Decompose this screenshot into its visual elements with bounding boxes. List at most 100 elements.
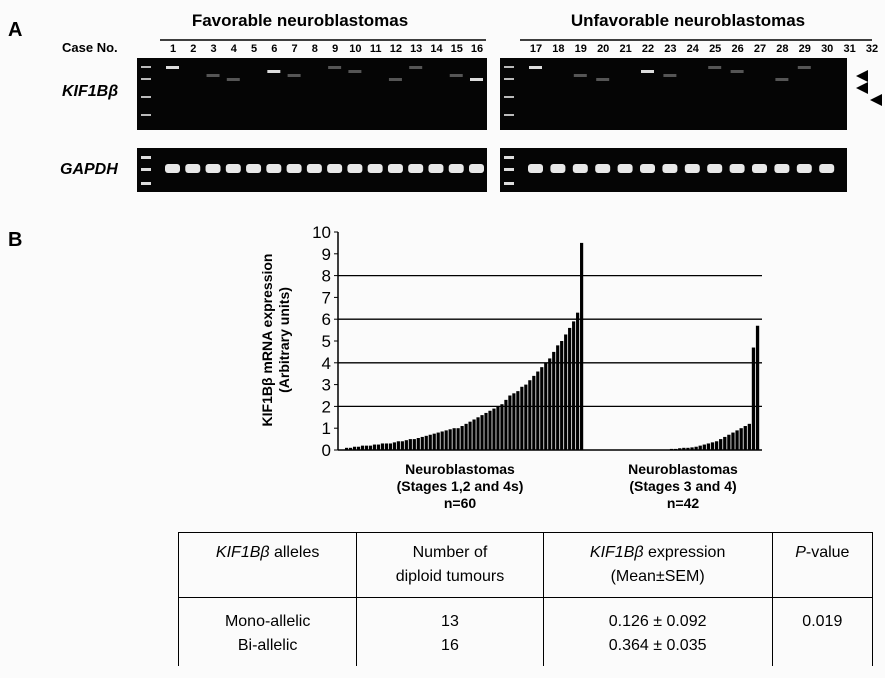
group-header: Favorable neuroblastomas [192, 11, 408, 30]
header-text: (Mean±SEM) [611, 568, 705, 585]
bar [707, 443, 710, 450]
bar [461, 426, 464, 450]
header-text: expression [644, 544, 726, 561]
bar [405, 440, 408, 450]
bar [576, 313, 579, 450]
bar [699, 446, 702, 450]
gapdh-band [752, 164, 767, 173]
ladder-band [504, 156, 514, 159]
y-tick-label: 0 [322, 441, 331, 460]
bar [381, 443, 384, 450]
bar [433, 434, 436, 450]
case-number: 19 [575, 43, 587, 55]
bar [735, 430, 738, 450]
group-header: Unfavorable neuroblastomas [571, 11, 805, 30]
bar [492, 409, 495, 450]
ladder-band [504, 168, 514, 171]
ladder-band [504, 78, 514, 80]
y-tick-label: 2 [322, 397, 331, 416]
arrowhead [856, 82, 868, 94]
kif1b-band [529, 66, 542, 69]
y-tick-label: 5 [322, 332, 331, 351]
gapdh-band [347, 164, 362, 173]
ladder-band [141, 96, 151, 98]
bar [548, 358, 551, 450]
gapdh-band [226, 164, 241, 173]
kif1b-band [775, 78, 788, 81]
case-number: 8 [312, 43, 318, 55]
bar [504, 400, 507, 450]
y-axis-label: KIF1Bβ mRNA expression(Arbitrary units) [259, 254, 292, 427]
bar [413, 439, 416, 450]
bar [703, 445, 706, 450]
gapdh-band [307, 164, 322, 173]
case-number: 25 [709, 43, 721, 55]
bar [361, 446, 364, 450]
bar [409, 439, 412, 450]
bar [532, 376, 535, 450]
case-number: 18 [552, 43, 564, 55]
case-number: 11 [370, 43, 382, 55]
case-number: 3 [210, 43, 216, 55]
bar [457, 428, 460, 450]
bar [437, 433, 440, 450]
bar [723, 437, 726, 450]
gapdh-band [707, 164, 722, 173]
bar [496, 406, 499, 450]
kif1b-band [166, 66, 179, 69]
gapdh-band [730, 164, 745, 173]
header-cell: P-value [772, 533, 872, 598]
bar [429, 435, 432, 450]
gel-kif1b [500, 58, 847, 130]
ladder-band [504, 182, 514, 185]
gapdh-band [185, 164, 200, 173]
body-cell: 16 [357, 634, 543, 666]
ladder-band [504, 96, 514, 98]
bar [686, 448, 689, 450]
case-number: 32 [866, 43, 878, 55]
bar [512, 393, 515, 450]
case-number: 30 [821, 43, 833, 55]
kif1b-band [708, 66, 721, 69]
case-number: 24 [687, 43, 700, 55]
case-number: 7 [292, 43, 298, 55]
body-cell: 13 [357, 598, 543, 635]
bar [373, 445, 376, 450]
bar [556, 345, 559, 450]
y-tick-label: 1 [322, 419, 331, 438]
bar [476, 417, 479, 450]
bar [449, 429, 452, 450]
body-cell: 0.019 [772, 598, 872, 667]
kif1b-band [470, 78, 483, 81]
case-number: 17 [530, 43, 542, 55]
case-number: 6 [271, 43, 277, 55]
bar [389, 443, 392, 450]
header-text: Number of [413, 544, 488, 561]
figure: AFavorable neuroblastomasUnfavorable neu… [0, 0, 885, 678]
gapdh-band [327, 164, 342, 173]
bar [756, 326, 759, 450]
case-number: 10 [349, 43, 361, 55]
bar [682, 448, 685, 450]
gapdh-band [428, 164, 443, 173]
group-label: n=60 [444, 495, 477, 511]
gapdh-band [469, 164, 484, 173]
case-number: 21 [619, 43, 631, 55]
bar [528, 380, 531, 450]
header-text: -value [806, 544, 850, 561]
y-tick-label: 8 [322, 267, 331, 286]
case-number: 2 [190, 43, 196, 55]
ladder-band [141, 156, 151, 159]
gapdh-band [573, 164, 588, 173]
kif1b-band [328, 66, 341, 69]
bar [744, 426, 747, 450]
y-tick-label: 4 [322, 354, 331, 373]
kif1b-band [207, 74, 220, 77]
bar [393, 442, 396, 450]
bar [385, 443, 388, 450]
kif1b-band [389, 78, 402, 81]
bar [752, 348, 755, 450]
y-tick-label: 10 [312, 223, 331, 242]
y-tick-label: 3 [322, 376, 331, 395]
gapdh-band [550, 164, 565, 173]
